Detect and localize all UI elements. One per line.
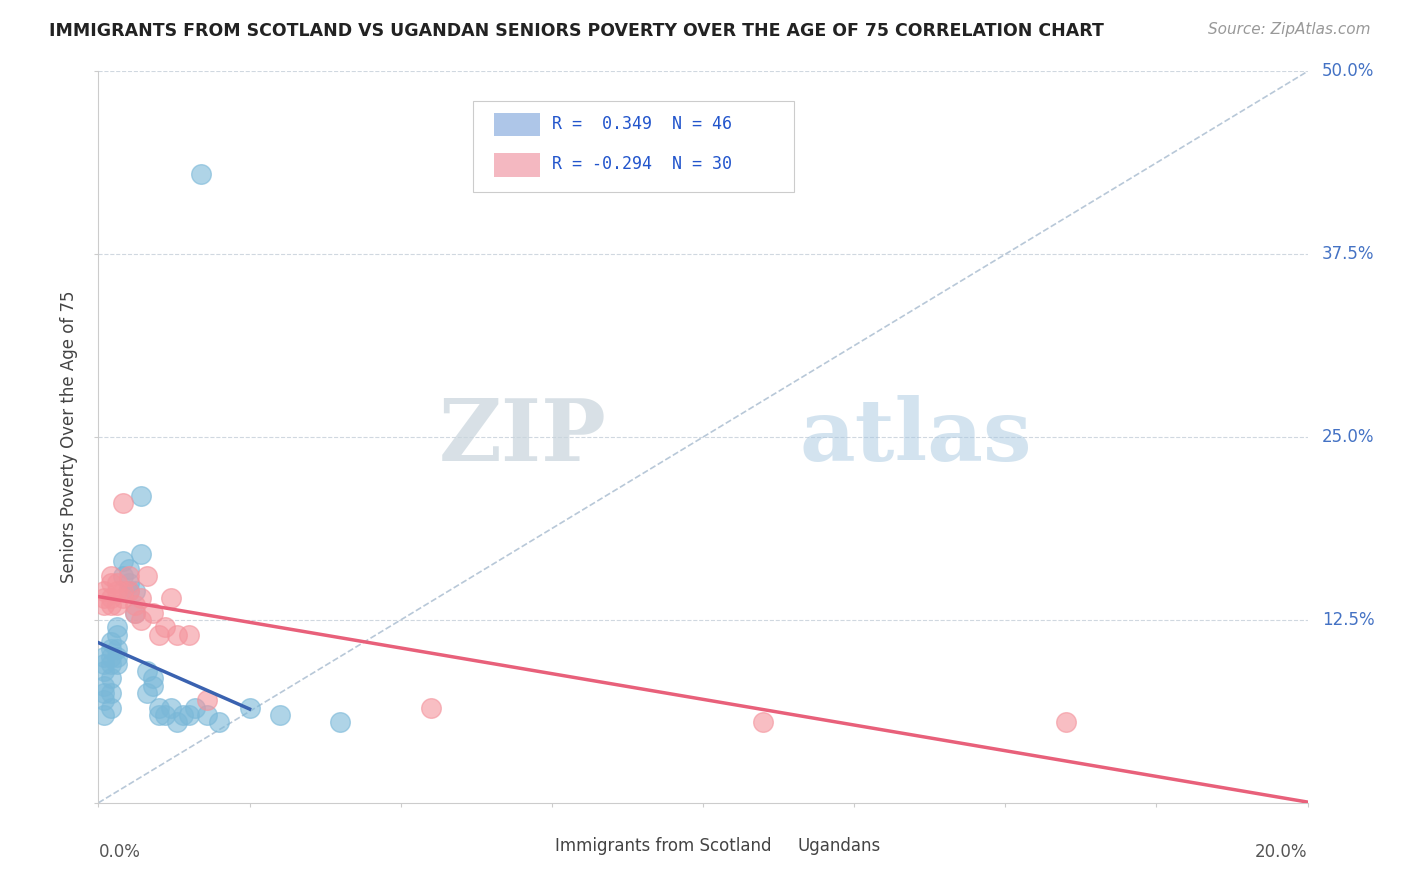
- Point: [93, 664, 115, 678]
- Point: [1054, 715, 1077, 730]
- Point: [118, 576, 141, 591]
- Text: R =  0.349  N = 46: R = 0.349 N = 46: [551, 115, 733, 133]
- Point: [166, 715, 188, 730]
- Point: [148, 700, 170, 714]
- Text: atlas: atlas: [800, 395, 1032, 479]
- Y-axis label: Seniors Poverty Over the Age of 75: Seniors Poverty Over the Age of 75: [60, 291, 79, 583]
- Point: [172, 708, 194, 723]
- Point: [142, 606, 165, 620]
- Point: [129, 591, 152, 605]
- Point: [105, 649, 128, 664]
- Point: [239, 700, 262, 714]
- Bar: [751, 838, 787, 854]
- Point: [160, 591, 183, 605]
- Point: [124, 606, 146, 620]
- Text: R = -0.294  N = 30: R = -0.294 N = 30: [551, 155, 733, 173]
- Point: [111, 583, 134, 598]
- Bar: [494, 113, 540, 136]
- Point: [124, 583, 146, 598]
- Point: [752, 715, 775, 730]
- Point: [105, 627, 128, 641]
- Point: [105, 642, 128, 657]
- Point: [208, 715, 231, 730]
- Text: 37.5%: 37.5%: [1322, 245, 1375, 263]
- Bar: [494, 153, 540, 177]
- Point: [153, 708, 176, 723]
- Text: 12.5%: 12.5%: [1322, 611, 1375, 629]
- Point: [93, 591, 115, 605]
- Point: [100, 599, 122, 613]
- Point: [129, 489, 152, 503]
- FancyBboxPatch shape: [474, 101, 793, 192]
- Point: [100, 569, 122, 583]
- Point: [111, 496, 134, 510]
- Text: 25.0%: 25.0%: [1322, 428, 1375, 446]
- Point: [93, 583, 115, 598]
- Text: Ugandans: Ugandans: [797, 837, 880, 855]
- Point: [269, 708, 291, 723]
- Point: [142, 672, 165, 686]
- Point: [93, 599, 115, 613]
- Point: [105, 657, 128, 671]
- Text: IMMIGRANTS FROM SCOTLAND VS UGANDAN SENIORS POVERTY OVER THE AGE OF 75 CORRELATI: IMMIGRANTS FROM SCOTLAND VS UGANDAN SENI…: [49, 22, 1104, 40]
- Point: [118, 583, 141, 598]
- Point: [129, 613, 152, 627]
- Point: [111, 554, 134, 568]
- Point: [195, 693, 218, 707]
- Point: [100, 700, 122, 714]
- Point: [124, 606, 146, 620]
- Point: [129, 547, 152, 561]
- Point: [124, 599, 146, 613]
- Text: 0.0%: 0.0%: [98, 843, 141, 861]
- Point: [93, 657, 115, 671]
- Point: [111, 591, 134, 605]
- Point: [105, 599, 128, 613]
- Point: [195, 708, 218, 723]
- Text: ZIP: ZIP: [439, 395, 606, 479]
- Text: 50.0%: 50.0%: [1322, 62, 1375, 80]
- Point: [93, 693, 115, 707]
- Text: 20.0%: 20.0%: [1256, 843, 1308, 861]
- Point: [166, 627, 188, 641]
- Point: [100, 576, 122, 591]
- Point: [93, 708, 115, 723]
- Point: [105, 576, 128, 591]
- Point: [184, 700, 207, 714]
- Point: [153, 620, 176, 634]
- Point: [160, 700, 183, 714]
- Point: [148, 708, 170, 723]
- Point: [100, 686, 122, 700]
- Text: Source: ZipAtlas.com: Source: ZipAtlas.com: [1208, 22, 1371, 37]
- Point: [100, 672, 122, 686]
- Text: Immigrants from Scotland: Immigrants from Scotland: [555, 837, 772, 855]
- Point: [93, 679, 115, 693]
- Point: [93, 686, 115, 700]
- Point: [100, 657, 122, 671]
- Point: [135, 664, 157, 678]
- Point: [100, 649, 122, 664]
- Point: [105, 583, 128, 598]
- Point: [93, 649, 115, 664]
- Point: [118, 569, 141, 583]
- Point: [142, 679, 165, 693]
- Point: [179, 627, 201, 641]
- Point: [148, 627, 170, 641]
- Point: [190, 167, 212, 181]
- Point: [111, 569, 134, 583]
- Point: [135, 569, 157, 583]
- Point: [179, 708, 201, 723]
- Point: [135, 686, 157, 700]
- Point: [100, 642, 122, 657]
- Bar: [509, 838, 546, 854]
- Point: [118, 562, 141, 576]
- Point: [329, 715, 352, 730]
- Point: [100, 635, 122, 649]
- Point: [420, 700, 443, 714]
- Point: [118, 583, 141, 598]
- Point: [100, 591, 122, 605]
- Point: [105, 620, 128, 634]
